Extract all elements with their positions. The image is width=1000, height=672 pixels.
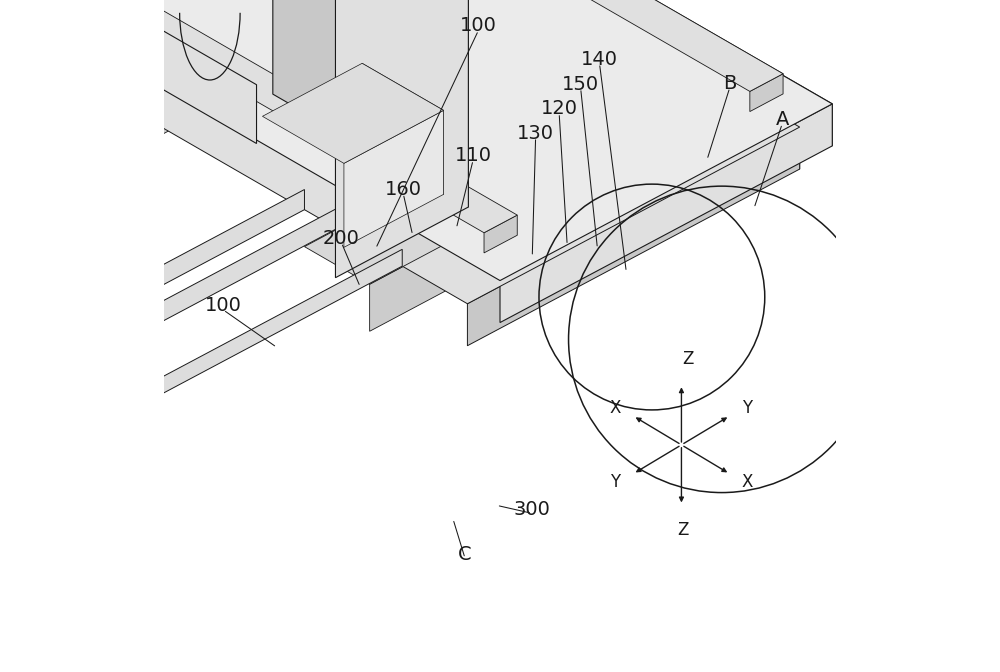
- Text: 120: 120: [541, 99, 578, 118]
- Polygon shape: [484, 215, 517, 253]
- Text: 140: 140: [581, 50, 618, 69]
- Polygon shape: [370, 108, 702, 331]
- Polygon shape: [304, 70, 702, 284]
- Polygon shape: [467, 127, 800, 345]
- Text: 130: 130: [517, 124, 554, 142]
- Text: X: X: [742, 473, 753, 491]
- Text: 160: 160: [385, 180, 422, 199]
- Text: 200: 200: [323, 229, 360, 248]
- Polygon shape: [0, 0, 800, 169]
- Polygon shape: [28, 0, 257, 144]
- Polygon shape: [0, 0, 800, 304]
- Text: X: X: [610, 398, 621, 417]
- Text: 150: 150: [562, 75, 599, 93]
- Text: Z: Z: [677, 521, 688, 540]
- Polygon shape: [0, 0, 832, 281]
- Text: 300: 300: [514, 500, 551, 519]
- Text: B: B: [723, 74, 737, 93]
- Polygon shape: [262, 63, 444, 163]
- Polygon shape: [637, 70, 702, 155]
- Text: C: C: [458, 545, 472, 564]
- Text: A: A: [776, 110, 789, 129]
- Polygon shape: [0, 0, 832, 146]
- Polygon shape: [335, 0, 468, 278]
- Text: 110: 110: [455, 146, 492, 165]
- Polygon shape: [500, 104, 832, 323]
- Text: Y: Y: [611, 473, 621, 491]
- Text: 100: 100: [460, 16, 497, 35]
- Text: 100: 100: [205, 296, 242, 315]
- Polygon shape: [38, 208, 337, 388]
- Polygon shape: [0, 0, 783, 94]
- Polygon shape: [103, 249, 402, 425]
- Polygon shape: [0, 0, 783, 91]
- Polygon shape: [0, 0, 517, 235]
- Polygon shape: [93, 0, 425, 171]
- Polygon shape: [5, 190, 304, 369]
- Polygon shape: [362, 63, 444, 194]
- Text: Y: Y: [742, 398, 752, 417]
- Polygon shape: [0, 0, 517, 233]
- Polygon shape: [27, 0, 425, 124]
- Polygon shape: [344, 110, 444, 247]
- Polygon shape: [750, 74, 783, 112]
- Polygon shape: [273, 0, 468, 207]
- Text: Z: Z: [682, 350, 694, 368]
